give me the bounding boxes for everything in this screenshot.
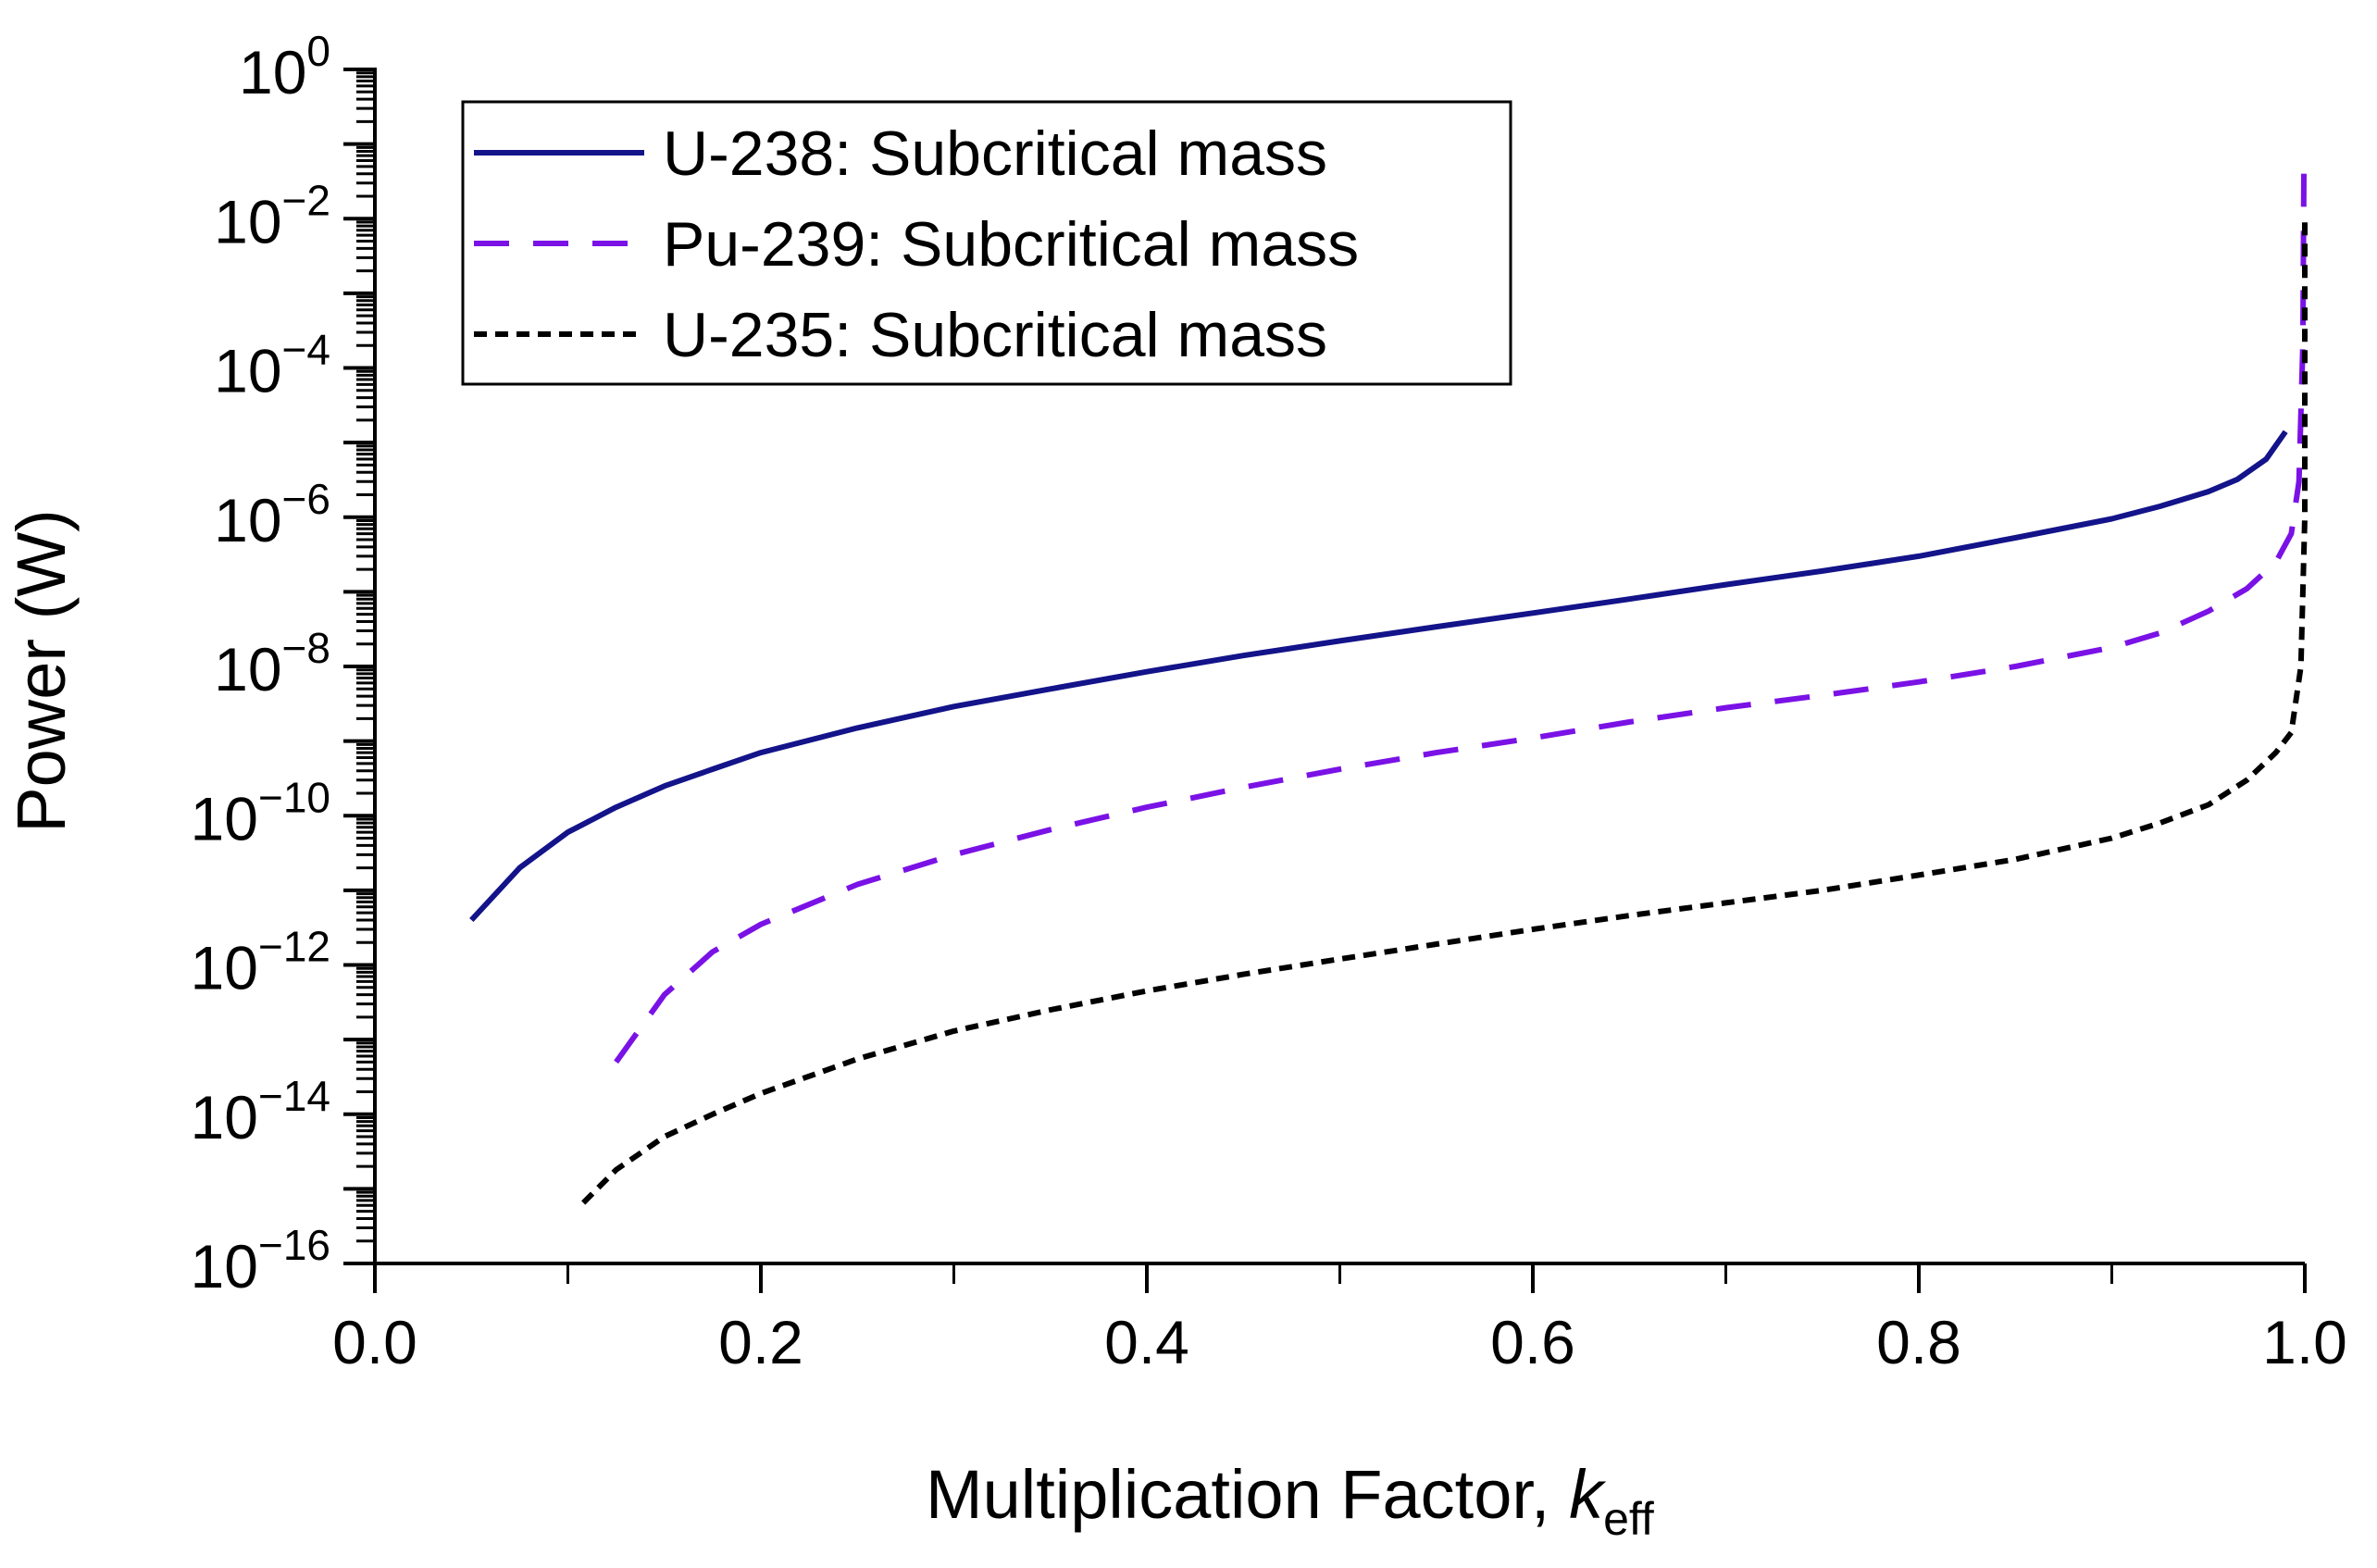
x-tick-labels: 0.0 0.2 0.4 0.6 0.8 1.0 bbox=[332, 1308, 2347, 1376]
x-tick-label: 0.0 bbox=[332, 1308, 417, 1376]
legend-label-3: U-235: Subcritical mass bbox=[663, 300, 1327, 370]
series-line-1 bbox=[469, 429, 2288, 923]
y-tick-label: 10−2 bbox=[214, 176, 330, 255]
x-tick-label: 0.4 bbox=[1104, 1308, 1189, 1376]
legend-box bbox=[461, 100, 1512, 386]
series-group bbox=[469, 173, 2308, 1205]
x-tick-label: 0.8 bbox=[1876, 1308, 1961, 1376]
y-tick-labels: 100 10−2 10−4 10−6 10−8 10−10 10−12 10−14 10−16 bbox=[191, 27, 330, 1300]
legend: U-238: Subcritical mass Pu-239: Subcritic… bbox=[461, 100, 1512, 386]
y-axis-label: Power (W) bbox=[3, 509, 80, 832]
x-tick-label: 0.2 bbox=[718, 1308, 803, 1376]
series-line-2 bbox=[614, 173, 2307, 1064]
y-major-ticks bbox=[343, 68, 375, 1265]
series-line-3 bbox=[581, 218, 2308, 1205]
x-ticks bbox=[373, 1263, 2307, 1293]
y-tick-label: 10−6 bbox=[214, 475, 330, 554]
y-tick-label: 10−12 bbox=[191, 923, 330, 1002]
y-minor-ticks bbox=[356, 71, 375, 1243]
y-tick-label: 10−16 bbox=[191, 1221, 330, 1300]
legend-label-1: U-238: Subcritical mass bbox=[663, 118, 1327, 189]
x-tick-label: 1.0 bbox=[2262, 1308, 2347, 1376]
y-tick-label: 100 bbox=[239, 27, 330, 106]
x-tick-label: 0.6 bbox=[1490, 1308, 1575, 1376]
y-tick-label: 10−14 bbox=[191, 1072, 330, 1151]
x-axis-label-main: Multiplication Factor, bbox=[926, 1456, 1569, 1533]
x-axis-label: Multiplication Factor, keff bbox=[926, 1456, 1654, 1545]
x-axis-label-italic: k bbox=[1569, 1456, 1607, 1533]
x-axis-label-subscript: eff bbox=[1603, 1493, 1654, 1545]
legend-label-2: Pu-239: Subcritical mass bbox=[663, 209, 1359, 280]
y-tick-label: 10−8 bbox=[214, 624, 330, 703]
y-tick-label: 10−10 bbox=[191, 773, 330, 852]
y-tick-label: 10−4 bbox=[214, 326, 330, 405]
